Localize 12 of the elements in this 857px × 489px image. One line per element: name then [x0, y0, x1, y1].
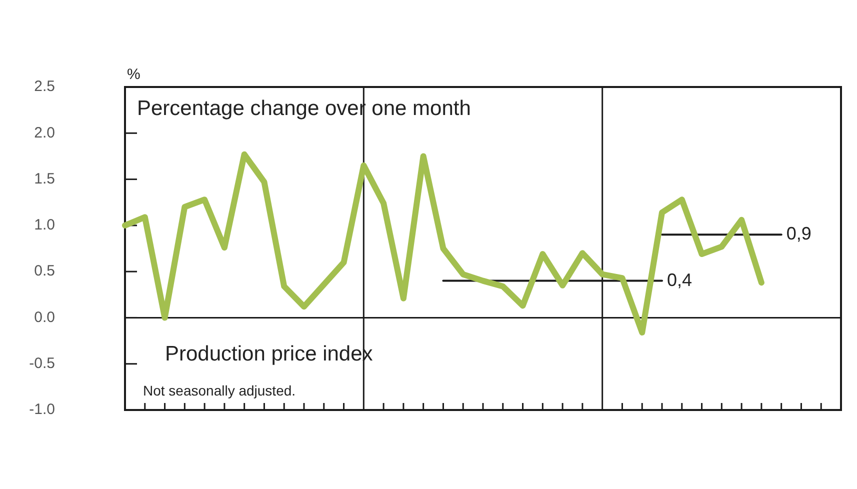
y-tick-label: -0.5 [29, 355, 55, 372]
data-label: 0,9 [786, 224, 812, 244]
y-tick-label: 2.0 [34, 124, 55, 142]
y-tick-label: -1.0 [29, 401, 55, 418]
y-tick-label: 0.0 [34, 308, 55, 326]
y-tick-label: 1.5 [34, 170, 55, 188]
y-axis-title: % [127, 66, 140, 84]
y-tick-label: 1.0 [34, 216, 55, 234]
annotation: Not seasonally adjusted. [143, 382, 296, 398]
y-tick-label: 0.5 [34, 262, 55, 280]
y-tick-label: 2.5 [34, 78, 55, 96]
data-label: 0,4 [667, 270, 692, 290]
